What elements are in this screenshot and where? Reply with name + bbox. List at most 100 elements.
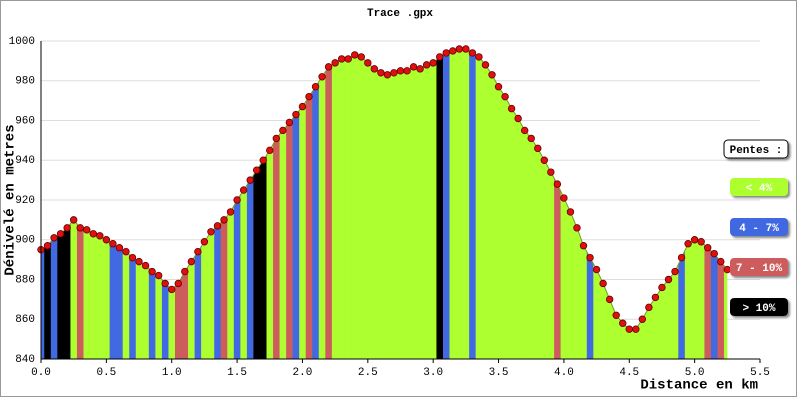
point-marker xyxy=(697,238,705,246)
slope-stripe xyxy=(305,48,313,359)
point-marker xyxy=(553,180,562,188)
slope-stripe xyxy=(351,48,359,359)
point-marker xyxy=(50,234,58,242)
point-marker xyxy=(102,236,111,244)
slope-stripe xyxy=(527,48,535,359)
slope-stripe xyxy=(364,48,372,359)
point-marker xyxy=(383,71,392,79)
point-marker xyxy=(279,126,287,135)
point-marker xyxy=(573,224,581,232)
point-marker xyxy=(109,240,117,248)
point-marker xyxy=(135,257,143,266)
point-marker xyxy=(115,243,124,252)
slope-stripe xyxy=(560,48,568,359)
x-tick-label: 1.5 xyxy=(227,367,247,379)
point-marker xyxy=(56,230,65,238)
x-tick-label: 5.0 xyxy=(685,367,705,379)
x-tick-label: 4.0 xyxy=(554,367,574,379)
slope-stripe xyxy=(344,48,352,359)
point-marker xyxy=(390,69,398,77)
y-tick-label: 940 xyxy=(15,155,35,167)
point-marker xyxy=(181,267,189,276)
point-marker xyxy=(226,208,235,216)
slope-stripe xyxy=(253,48,261,359)
point-marker xyxy=(344,55,352,63)
y-tick-label: 1000 xyxy=(9,36,35,48)
slope-stripe xyxy=(429,48,437,359)
slope-stripe xyxy=(469,48,476,359)
slope-stripe xyxy=(488,48,496,359)
point-marker xyxy=(148,267,156,276)
point-marker xyxy=(331,59,339,67)
slope-stripe xyxy=(436,48,444,359)
point-marker xyxy=(475,53,483,61)
point-marker xyxy=(605,295,614,304)
legend-item-box xyxy=(730,178,788,196)
point-marker xyxy=(305,92,313,101)
legend-item-box xyxy=(730,298,788,316)
slope-stripe xyxy=(534,48,542,359)
point-marker xyxy=(403,67,411,75)
slope-stripe xyxy=(279,48,287,359)
point-marker xyxy=(638,315,647,323)
point-marker xyxy=(311,83,320,91)
point-marker xyxy=(481,61,490,69)
slope-stripe xyxy=(338,48,346,359)
slope-stripe xyxy=(554,48,561,359)
slope-stripe xyxy=(299,48,307,359)
legend-item-box xyxy=(730,258,788,276)
point-marker xyxy=(122,247,130,256)
y-tick-label: 980 xyxy=(15,76,35,88)
point-marker xyxy=(599,279,607,288)
point-marker xyxy=(429,59,437,67)
point-marker xyxy=(547,168,555,176)
y-tick-label: 840 xyxy=(15,354,35,366)
x-tick-label: 0.5 xyxy=(96,367,116,379)
point-marker xyxy=(76,224,84,232)
point-marker xyxy=(324,63,333,71)
slope-stripe xyxy=(521,48,529,359)
slope-stripe xyxy=(377,48,385,359)
point-marker xyxy=(63,224,71,232)
legend-item: 4 - 7% xyxy=(739,223,779,235)
point-marker xyxy=(455,45,464,53)
point-marker xyxy=(253,166,261,174)
point-marker xyxy=(717,257,725,266)
slope-stripe xyxy=(416,48,424,359)
x-axis-label: Distance en km xyxy=(640,378,758,394)
x-tick-label: 1.0 xyxy=(162,367,182,379)
slope-stripe xyxy=(403,48,411,359)
slope-stripe xyxy=(292,48,300,359)
legend-title-box xyxy=(723,139,789,159)
point-marker xyxy=(83,226,91,234)
slope-stripe xyxy=(266,48,274,359)
slope-stripe xyxy=(273,48,280,359)
point-marker xyxy=(684,240,692,248)
point-marker xyxy=(560,194,568,202)
point-marker xyxy=(416,65,424,73)
point-marker xyxy=(540,156,548,164)
slope-stripe xyxy=(547,48,555,359)
point-marker xyxy=(619,319,627,327)
point-marker xyxy=(645,303,653,312)
slope-stripe xyxy=(358,48,365,359)
point-marker xyxy=(566,208,575,216)
point-marker xyxy=(207,228,215,236)
point-marker xyxy=(592,265,601,274)
legend-item-box xyxy=(730,218,788,236)
y-tick-label: 960 xyxy=(15,115,35,127)
slope-stripe xyxy=(423,48,431,359)
slope-stripe xyxy=(514,48,522,359)
point-marker xyxy=(213,222,222,230)
point-marker xyxy=(520,126,529,135)
point-marker xyxy=(337,55,346,63)
point-marker xyxy=(377,69,385,77)
y-axis-label: Dénivelé en metres xyxy=(3,124,19,275)
point-marker xyxy=(259,156,267,164)
slope-stripe xyxy=(482,48,490,359)
slope-stripe xyxy=(508,48,516,359)
point-marker xyxy=(488,71,496,79)
slope-stripe xyxy=(233,48,241,359)
point-marker xyxy=(128,253,137,262)
slope-stripe xyxy=(456,48,463,359)
